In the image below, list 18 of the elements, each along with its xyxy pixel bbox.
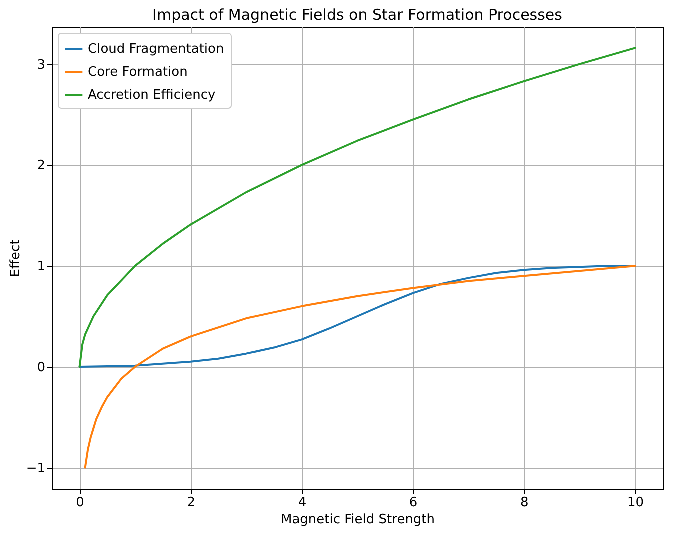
legend-label: Core Formation bbox=[88, 65, 188, 80]
x-tick-label: 2 bbox=[187, 496, 196, 510]
x-tick-label: 10 bbox=[627, 496, 644, 510]
y-tick-label: 2 bbox=[37, 158, 46, 174]
y-tick-label: 0 bbox=[37, 360, 46, 376]
x-tick-label: 6 bbox=[409, 496, 418, 510]
x-axis-title: Magnetic Field Strength bbox=[280, 512, 436, 528]
x-tick-label: 8 bbox=[520, 496, 529, 510]
y-tick-label: −1 bbox=[26, 461, 46, 476]
y-axis-title: Effect bbox=[8, 240, 24, 278]
y-tick-label: 1 bbox=[37, 260, 46, 275]
legend-label: Cloud Fragmentation bbox=[88, 42, 224, 57]
chart-title: Impact of Magnetic Fields on Star Formation Processes bbox=[152, 6, 563, 24]
legend-label: Accretion Efficiency bbox=[88, 88, 216, 103]
x-tick-label: 0 bbox=[76, 496, 84, 510]
line-series bbox=[84, 265, 636, 469]
y-tick-label: 3 bbox=[37, 58, 46, 73]
x-tick-label: 4 bbox=[298, 496, 307, 510]
